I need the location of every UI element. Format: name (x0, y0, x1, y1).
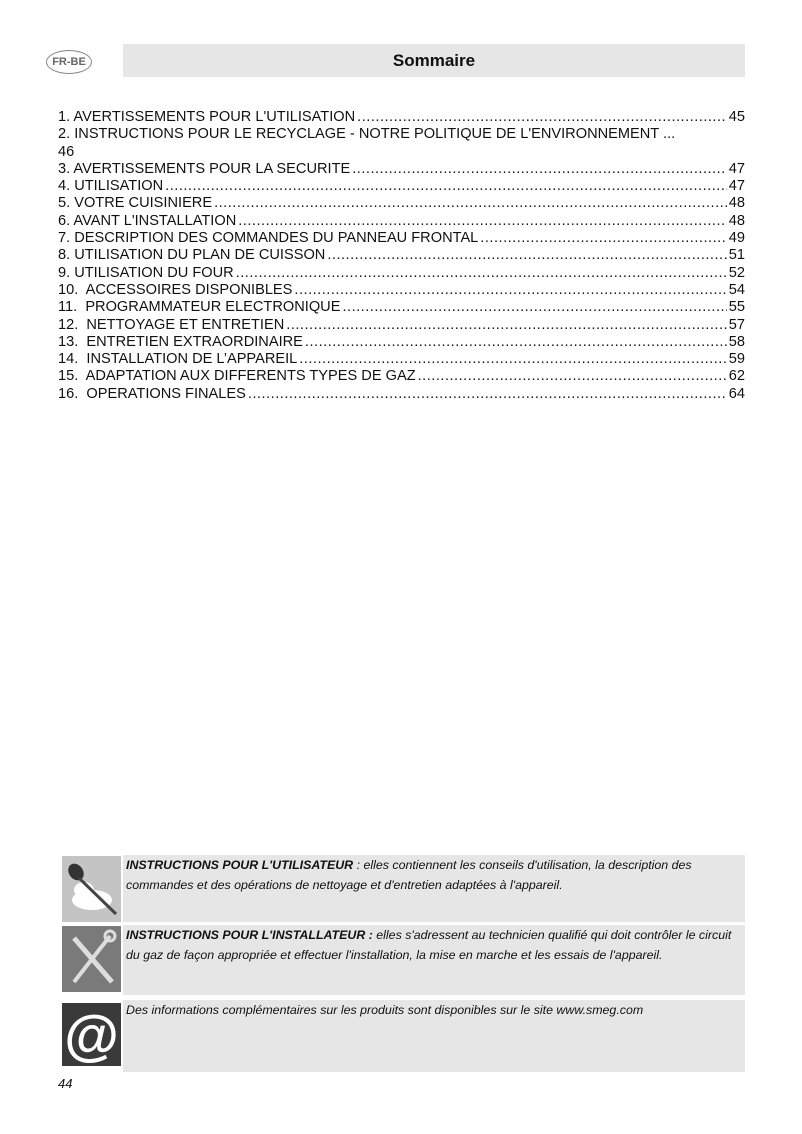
page-title: Sommaire (123, 44, 745, 77)
at-sign-icon: @ (62, 1003, 121, 1066)
wrench-screwdriver-icon (62, 926, 121, 992)
website-info-note: Des informations complémentaires sur les… (123, 1000, 745, 1072)
table-of-contents: 1. AVERTISSEMENTS POUR L'UTILISATION45 2… (58, 109, 745, 403)
toc-entry[interactable]: 15. ADAPTATION AUX DIFFERENTS TYPES DE G… (58, 368, 745, 385)
toc-entry[interactable]: 1. AVERTISSEMENTS POUR L'UTILISATION45 (58, 109, 745, 126)
toc-entry[interactable]: 4. UTILISATION47 (58, 178, 745, 195)
language-badge: FR-BE (46, 50, 92, 74)
toc-entry[interactable]: 7. DESCRIPTION DES COMMANDES DU PANNEAU … (58, 230, 745, 247)
toc-entry[interactable]: 12. NETTOYAGE ET ENTRETIEN57 (58, 317, 745, 334)
toc-entry[interactable]: 11. PROGRAMMATEUR ELECTRONIQUE55 (58, 299, 745, 316)
user-instructions-note: INSTRUCTIONS POUR L'UTILISATEUR : elles … (123, 855, 745, 922)
spoon-chef-hat-icon (62, 856, 121, 922)
page-number: 44 (58, 1076, 73, 1091)
toc-entry[interactable]: 14. INSTALLATION DE L’APPAREIL59 (58, 351, 745, 368)
toc-entry[interactable]: 6. AVANT L'INSTALLATION48 (58, 213, 745, 230)
toc-entry[interactable]: 5. VOTRE CUISINIERE48 (58, 195, 745, 212)
toc-entry[interactable]: 3. AVERTISSEMENTS POUR LA SECURITE47 (58, 161, 745, 178)
toc-entry[interactable]: 13. ENTRETIEN EXTRAORDINAIRE58 (58, 334, 745, 351)
toc-entry[interactable]: 10. ACCESSOIRES DISPONIBLES54 (58, 282, 745, 299)
toc-entry[interactable]: 8. UTILISATION DU PLAN DE CUISSON51 (58, 247, 745, 264)
installer-instructions-note: INSTRUCTIONS POUR L'INSTALLATEUR : elles… (123, 925, 745, 995)
toc-entry[interactable]: 2. INSTRUCTIONS POUR LE RECYCLAGE - NOTR… (58, 126, 676, 160)
toc-entry[interactable]: 16. OPERATIONS FINALES64 (58, 386, 745, 403)
toc-entry[interactable]: 9. UTILISATION DU FOUR52 (58, 265, 745, 282)
